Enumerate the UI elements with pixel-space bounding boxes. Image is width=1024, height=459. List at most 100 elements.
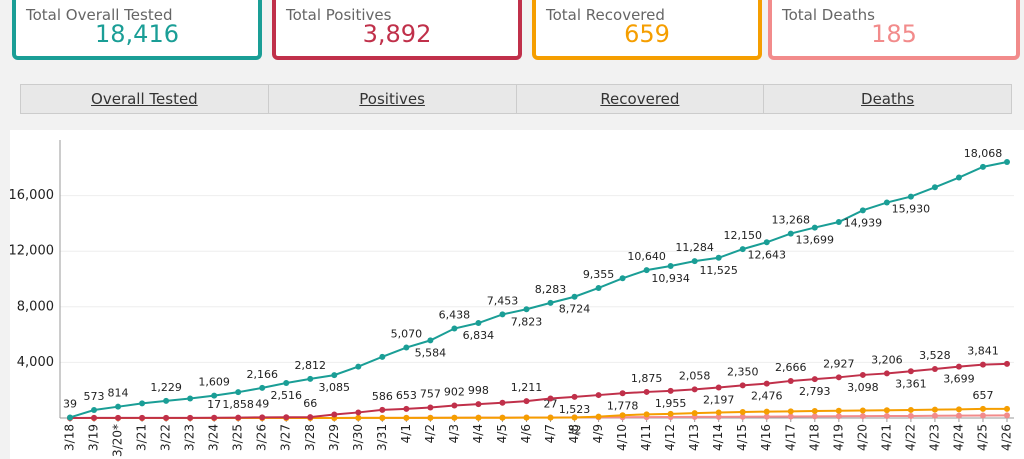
tab[interactable]: Positives (269, 85, 517, 113)
data-point (907, 406, 914, 413)
x-tick-label: 4/9 (591, 424, 605, 443)
data-label: 586 (372, 390, 393, 403)
data-point (1004, 405, 1010, 412)
data-point (619, 390, 626, 397)
data-label: 814 (108, 387, 129, 400)
data-label: 49 (255, 397, 269, 410)
data-point (187, 395, 194, 402)
x-tick-label: 4/24 (951, 424, 965, 451)
stat-card: Total Deaths 185 (768, 0, 1020, 60)
x-tick-label: 4/7 (543, 424, 557, 443)
data-point (667, 387, 674, 394)
data-point (667, 263, 674, 270)
data-point (235, 414, 242, 421)
data-point (907, 412, 914, 419)
data-label: 7,823 (511, 315, 543, 328)
data-label: 2,516 (270, 389, 302, 402)
data-point (955, 174, 962, 181)
data-point (259, 414, 266, 421)
data-label: 9,355 (583, 268, 615, 281)
data-label: 18,068 (964, 147, 1003, 160)
chart: 4,000 8,000 12,000 16,000 3/18 3/19 3/20* 3/21 3… (10, 130, 1024, 459)
data-label: 11,284 (675, 241, 714, 254)
data-point (163, 397, 170, 404)
data-label: 14,939 (844, 216, 883, 229)
data-point (475, 401, 482, 408)
data-point (715, 409, 722, 416)
tab[interactable]: Overall Tested (21, 85, 269, 113)
data-label: 7,453 (487, 294, 519, 307)
x-tick-label: 4/20 (855, 424, 869, 451)
data-point (883, 407, 890, 414)
tab[interactable]: Recovered (517, 85, 765, 113)
data-label: 2,666 (775, 361, 807, 374)
x-tick-label: 4/8 (567, 424, 581, 443)
data-point (427, 404, 434, 411)
data-point (523, 414, 530, 421)
data-point (595, 413, 602, 420)
card-label: Total Overall Tested (26, 6, 173, 24)
x-tick-label: 3/21 (135, 424, 149, 451)
x-tick-label: 3/31 (375, 424, 389, 451)
x-tick-label: 4/11 (639, 424, 653, 451)
data-point (211, 392, 218, 399)
data-point (979, 405, 986, 412)
x-tick-label: 4/1 (399, 424, 413, 443)
data-point (739, 246, 746, 253)
data-label: 3,098 (847, 381, 879, 394)
data-point (955, 363, 962, 370)
data-point (283, 414, 290, 421)
data-point (835, 374, 842, 381)
tab[interactable]: Deaths (861, 90, 915, 108)
x-tick-label: 4/2 (423, 424, 437, 443)
data-point (139, 414, 146, 421)
data-label: 1,523 (559, 403, 591, 416)
data-point (763, 413, 770, 420)
data-label: 2,166 (246, 368, 278, 381)
series-line (69, 362, 1008, 419)
data-label: 12,150 (723, 229, 762, 242)
data-point (643, 388, 650, 395)
data-point (355, 363, 362, 370)
data-point (691, 386, 698, 393)
data-point (643, 411, 650, 418)
data-point (379, 406, 386, 413)
card-value: 185 (871, 20, 917, 48)
card-value: 18,416 (95, 20, 179, 48)
data-point (451, 402, 458, 409)
data-label: 5,584 (415, 346, 447, 359)
data-point (307, 414, 314, 421)
x-tick-label: 4/12 (663, 424, 677, 451)
data-label: 11,525 (699, 264, 738, 277)
data-point (931, 406, 938, 413)
card-label: Total Positives (286, 6, 392, 24)
data-point (523, 398, 530, 405)
data-point (787, 377, 794, 384)
data-point (811, 376, 818, 383)
data-label: 1,778 (607, 399, 639, 412)
card-value: 3,892 (362, 20, 432, 48)
data-point (403, 344, 410, 351)
x-tick-label: 4/16 (759, 424, 773, 451)
x-tick-label: 3/24 (207, 424, 221, 451)
data-label: 13,268 (772, 214, 811, 227)
data-point (955, 406, 962, 413)
series-line (69, 161, 1008, 419)
data-point (691, 258, 698, 265)
data-point (619, 412, 626, 419)
data-label: 1,955 (655, 397, 687, 410)
data-point (451, 414, 458, 421)
data-point (379, 414, 386, 421)
card-label: Total Deaths (782, 6, 875, 24)
x-tick-label: 3/20* (111, 424, 125, 457)
card-label: Total Recovered (546, 6, 665, 24)
data-point (1004, 412, 1010, 419)
data-point (595, 284, 602, 291)
data-point (907, 368, 914, 375)
data-point (1004, 360, 1010, 367)
data-point (307, 375, 314, 382)
data-point (499, 399, 506, 406)
data-point (931, 412, 938, 419)
data-label: 1,858 (222, 398, 254, 411)
data-label: 39 (63, 397, 77, 410)
